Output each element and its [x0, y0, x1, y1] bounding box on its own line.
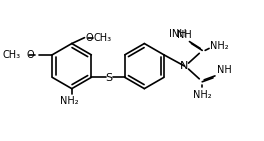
Text: CH₃: CH₃: [3, 50, 21, 60]
Text: NH: NH: [217, 65, 232, 75]
Text: NH₂: NH₂: [193, 90, 211, 100]
Text: CH₃: CH₃: [93, 33, 111, 43]
Text: INH: INH: [169, 29, 187, 39]
Text: S: S: [106, 73, 113, 83]
Text: O: O: [86, 33, 93, 43]
Text: N: N: [180, 61, 189, 71]
Text: NH₂: NH₂: [60, 95, 79, 105]
Text: NH: NH: [177, 30, 192, 40]
Text: O: O: [27, 50, 35, 60]
Text: NH₂: NH₂: [210, 41, 229, 51]
